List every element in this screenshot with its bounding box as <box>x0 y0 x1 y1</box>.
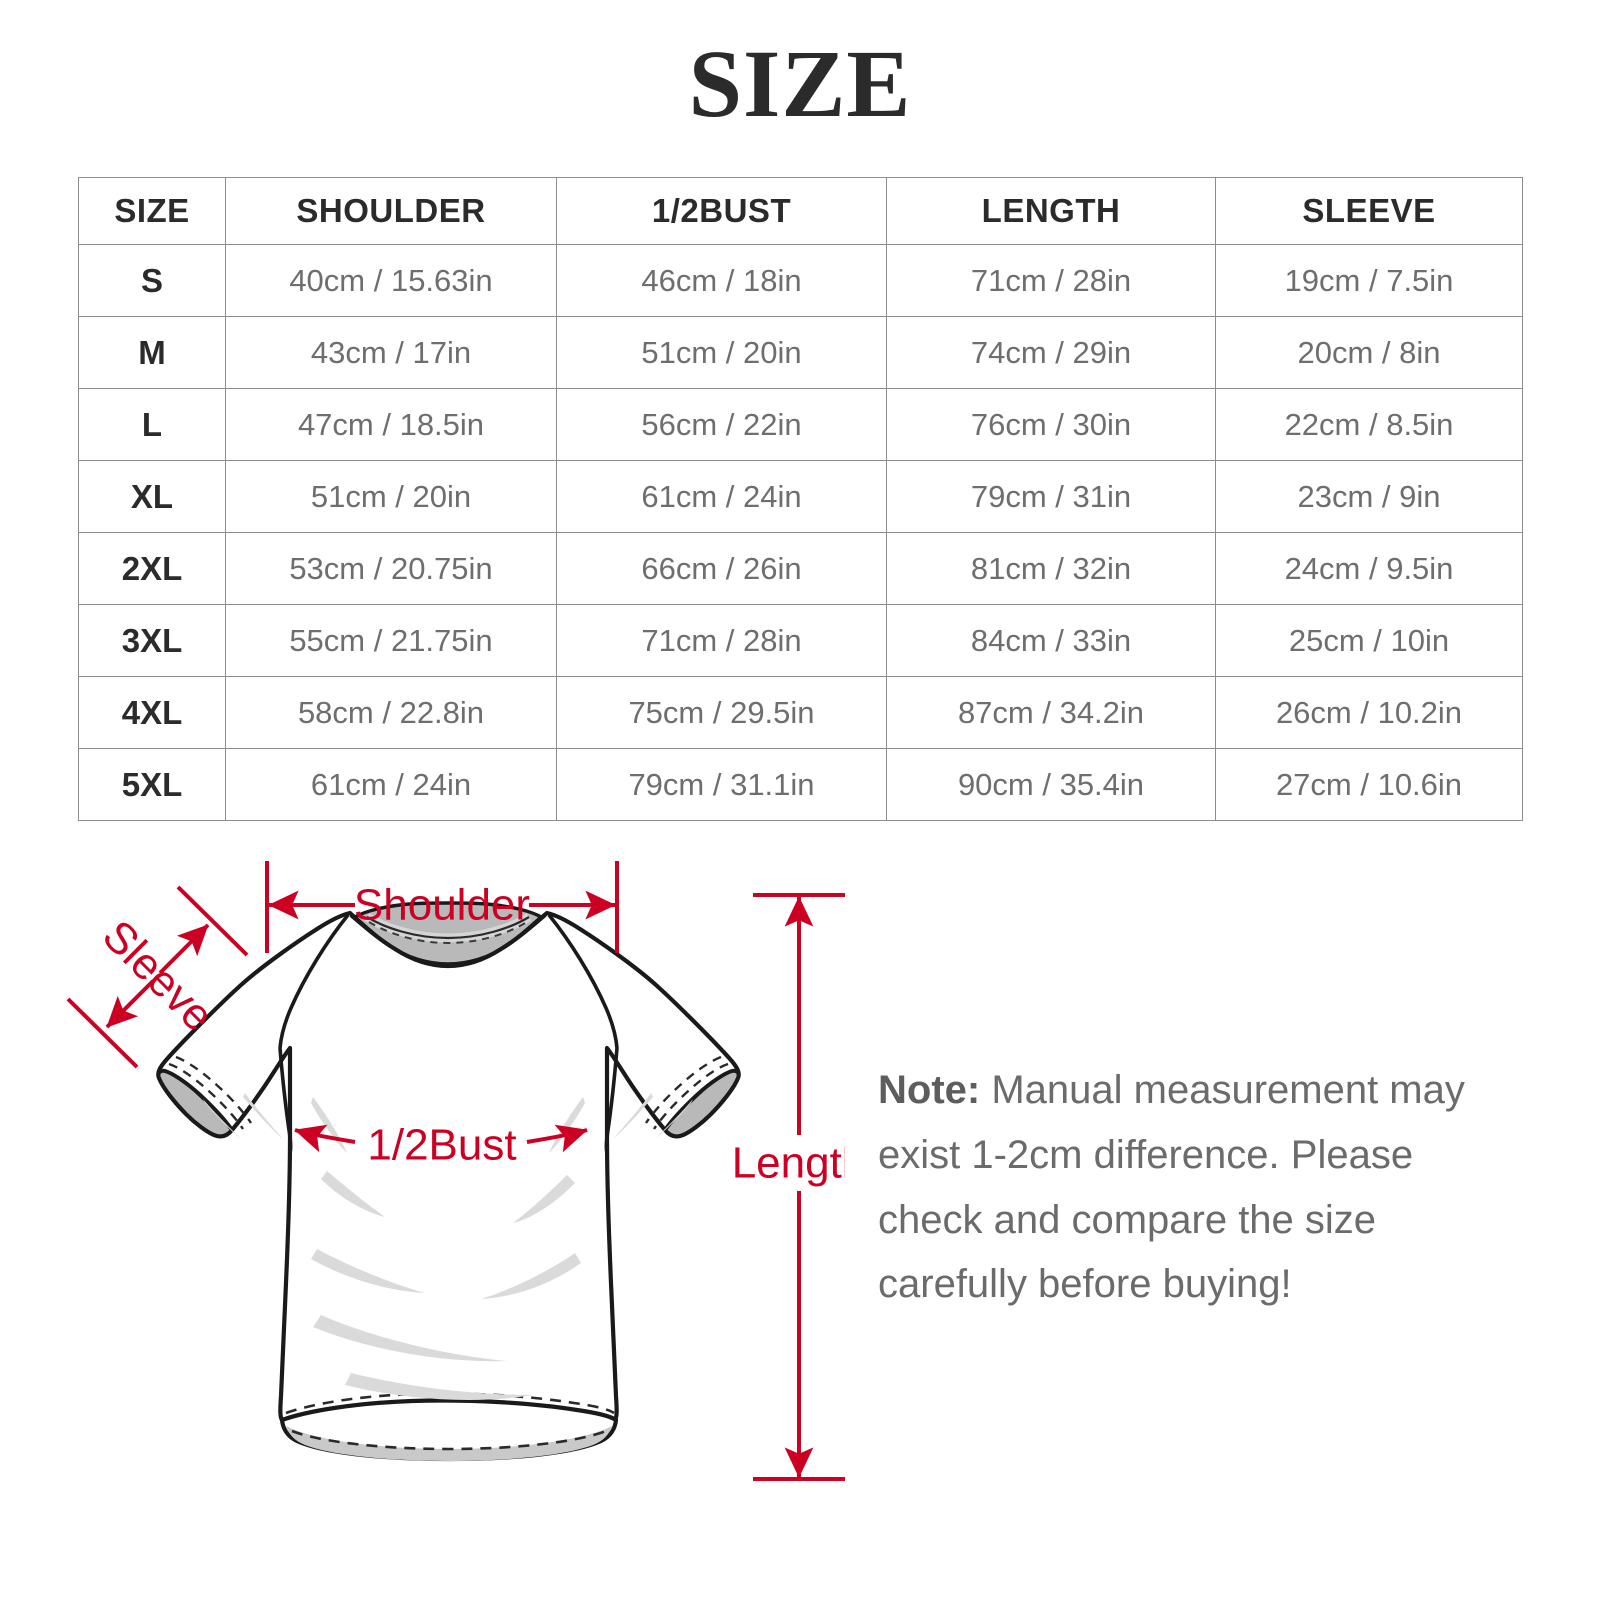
size-chart-table: SIZE SHOULDER 1/2BUST LENGTH SLEEVE S 40… <box>78 177 1523 821</box>
tshirt-illustration <box>156 901 741 1462</box>
table-row: 4XL 58cm / 22.8in 75cm / 29.5in 87cm / 3… <box>78 676 1523 749</box>
sleeve-arrow-lower <box>105 979 155 1029</box>
cell-bust: 56cm / 22in <box>556 388 887 461</box>
table-row: 5XL 61cm / 24in 79cm / 31.1in 90cm / 35.… <box>78 748 1523 821</box>
cell-shoulder: 43cm / 17in <box>225 316 557 389</box>
cell-shoulder: 58cm / 22.8in <box>225 676 557 749</box>
sleeve-tick-upper <box>176 885 249 957</box>
hem-stitch-lower <box>291 1429 607 1451</box>
cell-bust: 61cm / 24in <box>556 460 887 533</box>
bust-arrow-left <box>294 1124 356 1153</box>
armhole-left <box>278 1047 293 1154</box>
cell-sleeve: 20cm / 8in <box>1215 316 1523 389</box>
shoulder-measure-annotation: Shoulder <box>265 861 619 953</box>
collar-stitch <box>368 921 528 945</box>
cell-size: L <box>78 388 226 461</box>
table-row: L 47cm / 18.5in 56cm / 22in 76cm / 30in … <box>78 388 1523 461</box>
cell-sleeve: 26cm / 10.2in <box>1215 676 1523 749</box>
column-header-shoulder: SHOULDER <box>225 177 557 245</box>
cell-size: 5XL <box>78 748 226 821</box>
cell-sleeve: 25cm / 10in <box>1215 604 1523 677</box>
cell-length: 74cm / 29in <box>886 316 1216 389</box>
shoulder-label: Shoulder <box>354 881 530 930</box>
cell-bust: 75cm / 29.5in <box>556 676 887 749</box>
neckline-outer <box>349 913 547 969</box>
cell-length: 76cm / 30in <box>886 388 1216 461</box>
cell-sleeve: 22cm / 8.5in <box>1215 388 1523 461</box>
page-title: SIZE <box>688 30 912 137</box>
cell-sleeve: 27cm / 10.6in <box>1215 748 1523 821</box>
sleeve-cuff-left-stitch-a <box>168 1062 244 1130</box>
sleeve-cuff-left-stitch-b <box>175 1055 252 1124</box>
length-measure-annotation: Length <box>732 893 845 1481</box>
cell-bust: 71cm / 28in <box>556 604 887 677</box>
table-row: XL 51cm / 20in 61cm / 24in 79cm / 31in 2… <box>78 460 1523 533</box>
cell-size: XL <box>78 460 226 533</box>
cell-sleeve: 23cm / 9in <box>1215 460 1523 533</box>
length-label: Length <box>732 1139 845 1188</box>
cell-length: 87cm / 34.2in <box>886 676 1216 749</box>
cell-size: S <box>78 244 226 317</box>
sleeve-arrow-upper <box>158 923 210 975</box>
cell-bust: 66cm / 26in <box>556 532 887 605</box>
collar-band-outline <box>366 916 530 940</box>
note-label: Note: <box>878 1068 981 1112</box>
bust-arrow-right <box>526 1124 588 1153</box>
column-header-size: SIZE <box>78 177 226 245</box>
cell-length: 79cm / 31in <box>886 460 1216 533</box>
table-row: 2XL 53cm / 20.75in 66cm / 26in 81cm / 32… <box>78 532 1523 605</box>
hem-shadow <box>286 1426 612 1461</box>
sleeve-cuff-right-stitch-b <box>645 1055 722 1124</box>
cell-length: 90cm / 35.4in <box>886 748 1216 821</box>
sleeve-tick-lower <box>66 997 139 1069</box>
cell-length: 84cm / 33in <box>886 604 1216 677</box>
column-header-sleeve: SLEEVE <box>1215 177 1523 245</box>
bust-measure-annotation: 1/2Bust <box>294 1121 588 1170</box>
cell-shoulder: 55cm / 21.75in <box>225 604 557 677</box>
table-row: 3XL 55cm / 21.75in 71cm / 28in 84cm / 33… <box>78 604 1523 677</box>
cell-size: 4XL <box>78 676 226 749</box>
tshirt-diagram-svg: Shoulder Sleeve 1/2Bust Length <box>66 861 845 1481</box>
note-text-block: Note: Manual measurement may exist 1-2cm… <box>878 1058 1518 1317</box>
table-row: S 40cm / 15.63in 46cm / 18in 71cm / 28in… <box>78 244 1523 317</box>
note-body: Manual measurement may exist 1-2cm diffe… <box>878 1068 1465 1307</box>
cell-bust: 79cm / 31.1in <box>556 748 887 821</box>
column-header-bust: 1/2BUST <box>556 177 887 245</box>
cell-shoulder: 47cm / 18.5in <box>225 388 557 461</box>
cell-bust: 46cm / 18in <box>556 244 887 317</box>
cell-sleeve: 19cm / 7.5in <box>1215 244 1523 317</box>
cell-shoulder: 61cm / 24in <box>225 748 557 821</box>
cell-size: 3XL <box>78 604 226 677</box>
cell-size: M <box>78 316 226 389</box>
cell-size: 2XL <box>78 532 226 605</box>
shoulder-seam-right <box>547 913 619 1049</box>
cell-length: 81cm / 32in <box>886 532 1216 605</box>
cell-shoulder: 51cm / 20in <box>225 460 557 533</box>
cell-shoulder: 53cm / 20.75in <box>225 532 557 605</box>
sleeve-cuff-right-stitch-a <box>653 1062 729 1130</box>
armhole-right <box>604 1047 619 1154</box>
cell-sleeve: 24cm / 9.5in <box>1215 532 1523 605</box>
cell-bust: 51cm / 20in <box>556 316 887 389</box>
cell-length: 71cm / 28in <box>886 244 1216 317</box>
measurement-diagram: Shoulder Sleeve 1/2Bust Length Note: Man… <box>0 845 1600 1585</box>
shoulder-seam-left <box>278 913 350 1049</box>
hem-stitch-upper <box>285 1392 615 1415</box>
bust-label: 1/2Bust <box>367 1121 516 1170</box>
cell-shoulder: 40cm / 15.63in <box>225 244 557 317</box>
column-header-length: LENGTH <box>886 177 1216 245</box>
table-row: M 43cm / 17in 51cm / 20in 74cm / 29in 20… <box>78 316 1523 389</box>
table-header-row: SIZE SHOULDER 1/2BUST LENGTH SLEEVE <box>78 177 1523 245</box>
